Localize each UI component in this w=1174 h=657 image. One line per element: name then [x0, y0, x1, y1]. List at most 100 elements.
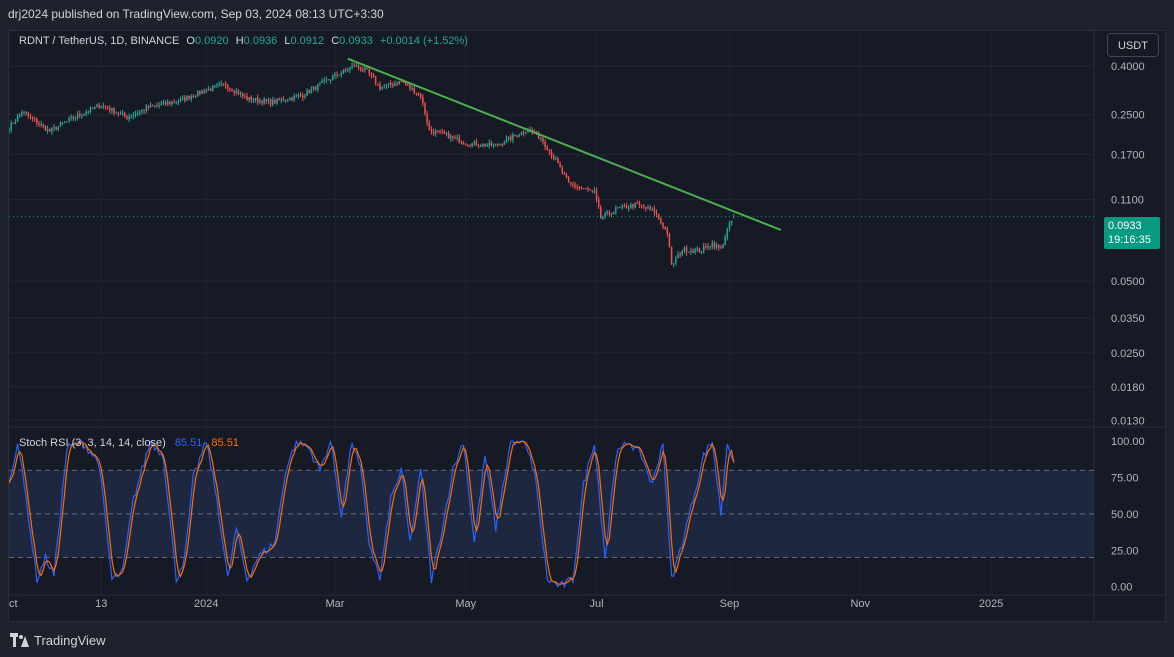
candle-body: [145, 106, 147, 111]
candle-body: [205, 90, 208, 93]
candle-body: [441, 131, 443, 133]
candle-body: [321, 80, 323, 83]
candle-body: [679, 253, 681, 255]
stoch-tick-label: 75.00: [1111, 473, 1139, 485]
candle-body: [424, 103, 426, 115]
candle-body: [625, 205, 628, 209]
currency-button[interactable]: USDT: [1107, 33, 1159, 57]
candle-body: [396, 83, 398, 85]
candle-body: [100, 106, 102, 109]
candle-body: [733, 216, 735, 219]
candle-body: [578, 187, 581, 189]
candle-body: [306, 90, 308, 96]
candle-body: [68, 118, 70, 122]
candle-body: [540, 138, 542, 140]
candle-body: [274, 100, 276, 104]
candle-body: [370, 73, 373, 75]
change-value: +0.0014 (+1.52%): [379, 35, 468, 47]
candle-body: [57, 126, 60, 130]
candle-body: [314, 86, 317, 90]
candle-body: [479, 146, 482, 148]
candle-body: [449, 135, 452, 139]
candle-body: [488, 142, 491, 146]
tradingview-logo[interactable]: TradingView: [10, 632, 106, 648]
candle-body: [259, 100, 261, 103]
candle-body: [226, 85, 229, 89]
open-value: 0.0920: [194, 35, 229, 47]
candle-body: [415, 93, 418, 95]
candle-body: [690, 250, 692, 252]
candle-body: [387, 82, 390, 85]
candle-body: [559, 163, 561, 168]
candle-body: [707, 246, 709, 248]
candle-body: [522, 131, 525, 133]
candle-body: [218, 84, 220, 86]
candle-body: [179, 98, 182, 102]
candle-body: [728, 223, 731, 229]
candle-body: [76, 114, 79, 118]
candle-body: [196, 90, 199, 97]
candle-body: [151, 105, 154, 107]
candle-body: [696, 248, 699, 250]
candle-body: [126, 116, 128, 119]
candle-body: [188, 95, 190, 99]
candle-body: [604, 213, 606, 217]
candle-body: [655, 212, 658, 215]
candle-body: [199, 90, 201, 94]
candle-body: [355, 65, 358, 67]
candle-body: [447, 132, 450, 139]
candle-body: [209, 88, 212, 91]
stoch-name[interactable]: Stoch RSI (3, 3, 14, 14, close): [19, 437, 166, 449]
stoch-tick-label: 50.00: [1111, 509, 1139, 521]
candle-body: [263, 98, 265, 104]
candle-body: [503, 142, 506, 145]
open-label: O: [186, 35, 195, 47]
candle-body: [563, 172, 566, 175]
candle-body: [59, 123, 62, 127]
candle-body: [722, 244, 724, 249]
candle-body: [672, 263, 675, 265]
time-tick-label: Mar: [325, 598, 344, 610]
candle-body: [46, 128, 49, 131]
candle-body: [713, 242, 716, 248]
candle-body: [244, 95, 246, 97]
candle-body: [42, 124, 45, 126]
candle-body: [683, 247, 686, 251]
candle-body: [574, 184, 576, 187]
candle-body: [340, 72, 343, 75]
price-tick-label: 0.0250: [1111, 348, 1145, 360]
candle-body: [149, 105, 152, 108]
candle-body: [222, 83, 225, 85]
candle-body: [501, 144, 503, 146]
candle-body: [499, 144, 501, 146]
candle-body: [297, 95, 300, 97]
candle-body: [576, 186, 578, 188]
candle-body: [606, 211, 609, 214]
candle-body: [469, 145, 471, 147]
bar-countdown: 19:16:35: [1108, 234, 1151, 246]
candle-body: [445, 132, 448, 134]
candle-body: [615, 207, 617, 212]
candle-body: [715, 244, 718, 248]
chart-frame[interactable]: 0.4000 0.2500 0.1700 0.1100 0.0500 0.0350 0.02…: [8, 30, 1166, 622]
candle-body: [362, 70, 364, 72]
candle-body: [525, 132, 527, 134]
candle-body: [555, 158, 557, 160]
candle-body: [287, 100, 289, 102]
candle-body: [278, 98, 280, 101]
candle-body: [572, 183, 574, 185]
candle-body: [544, 142, 546, 147]
candle-body: [342, 69, 345, 73]
candle-body: [233, 90, 235, 93]
candle-body: [642, 205, 645, 207]
price-tick-label: 0.0180: [1111, 382, 1145, 394]
chart-canvas[interactable]: 0.4000 0.2500 0.1700 0.1100 0.0500 0.0350 0.02…: [9, 31, 1165, 621]
candle-body: [385, 84, 388, 87]
symbol-legend: RDNT / TetherUS, 1D, BINANCE O0.0920 H0.…: [19, 35, 468, 47]
symbol-name[interactable]: RDNT / TetherUS, 1D, BINANCE: [19, 35, 180, 47]
candle-body: [74, 117, 77, 119]
candle-body: [115, 112, 117, 114]
candle-body: [587, 188, 589, 190]
candle-body: [91, 107, 94, 109]
candle-body: [9, 130, 10, 132]
